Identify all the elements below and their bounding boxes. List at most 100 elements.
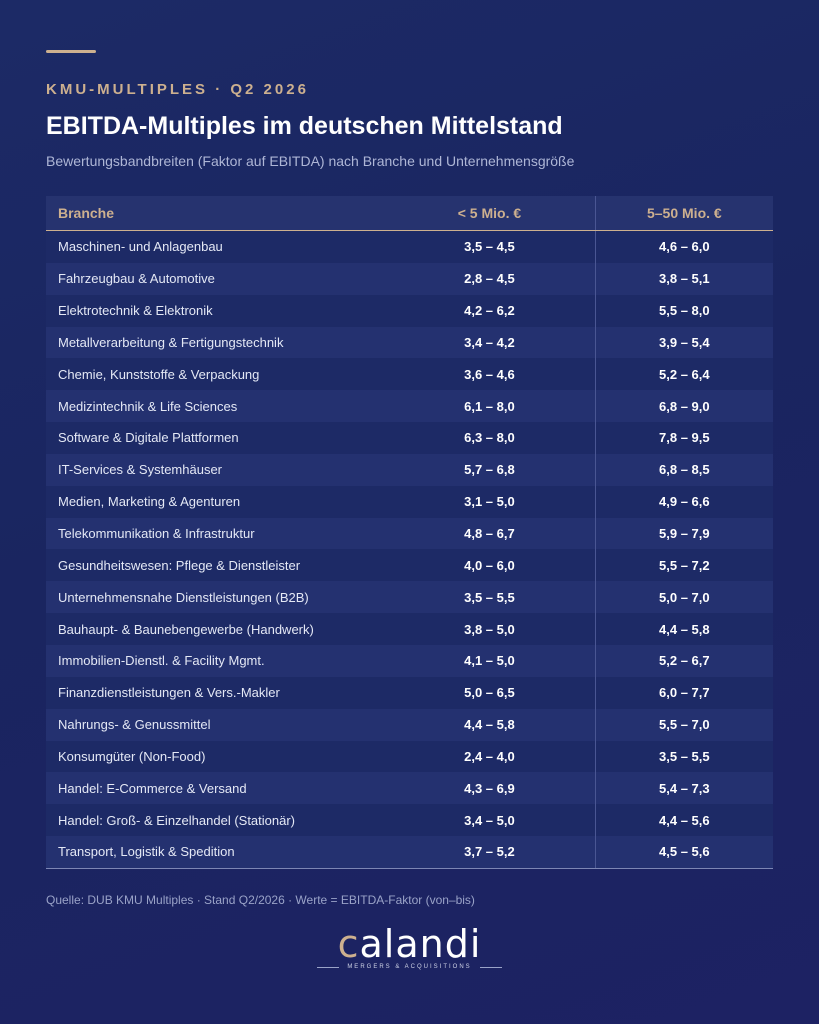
table-row: Maschinen- und Anlagenbau 3,5 – 4,5 4,6 – … [46, 230, 773, 263]
cell-multiple-small: 2,8 – 4,5 [384, 262, 596, 295]
cell-multiple-small: 4,4 – 5,8 [384, 708, 596, 741]
cell-multiple-small: 3,4 – 5,0 [384, 804, 596, 837]
logo-wordmark: calandi [0, 922, 819, 966]
cell-branche: Chemie, Kunststoffe & Verpackung [46, 358, 385, 391]
cell-branche: Konsumgüter (Non-Food) [46, 740, 385, 773]
cell-multiple-mid: 7,8 – 9,5 [595, 422, 773, 454]
logo-wordmark-rest: alandi [359, 922, 482, 966]
eyebrow-label: KMU-MULTIPLES · Q2 2026 [46, 81, 309, 98]
cell-multiple-mid: 6,8 – 8,5 [595, 453, 773, 486]
company-logo: calandi MERGERS & ACQUISITIONS [0, 922, 819, 970]
multiples-table-container: Branche < 5 Mio. € 5–50 Mio. € Maschinen… [46, 196, 773, 869]
table-row: Telekommunikation & Infrastruktur 4,8 – 6… [46, 517, 773, 550]
table-row: Chemie, Kunststoffe & Verpackung 3,6 – 4,… [46, 358, 773, 391]
logo-first-letter: c [337, 922, 360, 966]
table-row: Software & Digitale Plattformen 6,3 – 8,0… [46, 422, 773, 454]
table-row: Finanzdienstleistungen & Vers.-Makler 5,0… [46, 676, 773, 709]
table-row: IT-Services & Systemhäuser 5,7 – 6,8 6,8 –… [46, 453, 773, 486]
cell-branche: Unternehmensnahe Dienstleistungen (B2B) [46, 581, 385, 614]
table-row: Immobilien-Dienstl. & Facility Mgmt. 4,1 … [46, 644, 773, 677]
cell-branche: Gesundheitswesen: Pflege & Dienstleister [46, 549, 385, 582]
table-row: Elektrotechnik & Elektronik 4,2 – 6,2 5,5 … [46, 294, 773, 327]
cell-multiple-small: 3,8 – 5,0 [384, 613, 596, 645]
cell-branche: Telekommunikation & Infrastruktur [46, 517, 385, 550]
page-subtitle: Bewertungsbandbreiten (Faktor auf EBITDA… [46, 153, 575, 169]
cell-branche: Finanzdienstleistungen & Vers.-Makler [46, 676, 385, 709]
multiples-table: Branche < 5 Mio. € 5–50 Mio. € Maschinen… [46, 196, 773, 869]
logo-rule-right [479, 966, 502, 968]
cell-multiple-mid: 5,5 – 8,0 [595, 294, 773, 327]
source-note: Quelle: DUB KMU Multiples · Stand Q2/202… [46, 893, 475, 907]
accent-line [46, 50, 96, 53]
cell-multiple-mid: 5,4 – 7,3 [595, 772, 773, 805]
logo-tagline: MERGERS & ACQUISITIONS [347, 964, 472, 970]
cell-multiple-mid: 5,2 – 6,4 [595, 358, 773, 391]
cell-multiple-small: 4,1 – 5,0 [384, 644, 596, 677]
cell-multiple-small: 4,3 – 6,9 [384, 772, 596, 805]
cell-branche: Bauhaupt- & Baunebengewerbe (Handwerk) [46, 613, 385, 645]
cell-multiple-mid: 4,6 – 6,0 [595, 230, 773, 263]
cell-multiple-small: 6,3 – 8,0 [384, 422, 596, 454]
cell-multiple-mid: 5,5 – 7,0 [595, 708, 773, 741]
logo-rule-left [317, 966, 340, 968]
cell-multiple-small: 3,5 – 4,5 [384, 230, 596, 263]
cell-multiple-small: 4,8 – 6,7 [384, 517, 596, 550]
cell-multiple-mid: 4,9 – 6,6 [595, 485, 773, 518]
cell-multiple-small: 3,4 – 4,2 [384, 326, 596, 359]
cell-branche: Transport, Logistik & Spedition [46, 836, 385, 869]
cell-multiple-small: 3,1 – 5,0 [384, 485, 596, 518]
table-body: Maschinen- und Anlagenbau 3,5 – 4,5 4,6 – … [46, 230, 773, 869]
cell-branche: Medien, Marketing & Agenturen [46, 485, 385, 518]
cell-multiple-mid: 3,9 – 5,4 [595, 326, 773, 359]
table-row: Handel: Groß- & Einzelhandel (Stationär)… [46, 804, 773, 837]
cell-branche: Fahrzeugbau & Automotive [46, 262, 385, 295]
table-row: Nahrungs- & Genussmittel 4,4 – 5,8 5,5 – 7… [46, 708, 773, 741]
column-header-mid: 5–50 Mio. € [595, 196, 773, 231]
cell-multiple-small: 2,4 – 4,0 [384, 740, 596, 773]
cell-branche: Maschinen- und Anlagenbau [46, 230, 385, 263]
table-header-row: Branche < 5 Mio. € 5–50 Mio. € [46, 196, 773, 231]
cell-multiple-small: 5,0 – 6,5 [384, 676, 596, 709]
table-row: Bauhaupt- & Baunebengewerbe (Handwerk) 3,… [46, 613, 773, 645]
table-row: Konsumgüter (Non-Food) 2,4 – 4,0 3,5 – 5,5 [46, 740, 773, 773]
cell-multiple-mid: 3,8 – 5,1 [595, 262, 773, 295]
cell-multiple-mid: 5,0 – 7,0 [595, 581, 773, 614]
cell-branche: Immobilien-Dienstl. & Facility Mgmt. [46, 644, 385, 677]
cell-multiple-mid: 6,0 – 7,7 [595, 676, 773, 709]
cell-multiple-small: 3,7 – 5,2 [384, 836, 596, 869]
cell-multiple-mid: 3,5 – 5,5 [595, 740, 773, 773]
cell-branche: Nahrungs- & Genussmittel [46, 708, 385, 741]
cell-multiple-mid: 5,9 – 7,9 [595, 517, 773, 550]
cell-branche: Metallverarbeitung & Fertigungstechnik [46, 326, 385, 359]
table-row: Metallverarbeitung & Fertigungstechnik 3,… [46, 326, 773, 359]
table-row: Fahrzeugbau & Automotive 2,8 – 4,5 3,8 – 5… [46, 262, 773, 295]
cell-multiple-small: 6,1 – 8,0 [384, 390, 596, 423]
page-title: EBITDA-Multiples im deutschen Mittelstan… [46, 112, 563, 140]
cell-multiple-small: 3,5 – 5,5 [384, 581, 596, 614]
cell-branche: Handel: E-Commerce & Versand [46, 772, 385, 805]
table-row: Transport, Logistik & Spedition 3,7 – 5,2… [46, 836, 773, 869]
column-header-small: < 5 Mio. € [384, 196, 596, 231]
cell-multiple-small: 3,6 – 4,6 [384, 358, 596, 391]
cell-multiple-mid: 5,5 – 7,2 [595, 549, 773, 582]
cell-multiple-small: 4,2 – 6,2 [384, 294, 596, 327]
cell-multiple-mid: 4,5 – 5,6 [595, 836, 773, 869]
cell-multiple-small: 5,7 – 6,8 [384, 453, 596, 486]
cell-multiple-mid: 6,8 – 9,0 [595, 390, 773, 423]
cell-multiple-mid: 4,4 – 5,6 [595, 804, 773, 837]
cell-multiple-small: 4,0 – 6,0 [384, 549, 596, 582]
cell-multiple-mid: 5,2 – 6,7 [595, 644, 773, 677]
cell-branche: Handel: Groß- & Einzelhandel (Stationär) [46, 804, 385, 837]
table-row: Medizintechnik & Life Sciences 6,1 – 8,0 6… [46, 390, 773, 423]
cell-multiple-mid: 4,4 – 5,8 [595, 613, 773, 645]
cell-branche: IT-Services & Systemhäuser [46, 453, 385, 486]
table-row: Unternehmensnahe Dienstleistungen (B2B) 3… [46, 581, 773, 614]
table-row: Handel: E-Commerce & Versand 4,3 – 6,9 5,4… [46, 772, 773, 805]
logo-tagline-row: MERGERS & ACQUISITIONS [0, 964, 819, 970]
column-header-branche: Branche [46, 196, 385, 231]
cell-branche: Software & Digitale Plattformen [46, 422, 385, 454]
table-row: Gesundheitswesen: Pflege & Dienstleister… [46, 549, 773, 582]
cell-branche: Medizintechnik & Life Sciences [46, 390, 385, 423]
cell-branche: Elektrotechnik & Elektronik [46, 294, 385, 327]
table-row: Medien, Marketing & Agenturen 3,1 – 5,0 4,… [46, 485, 773, 518]
